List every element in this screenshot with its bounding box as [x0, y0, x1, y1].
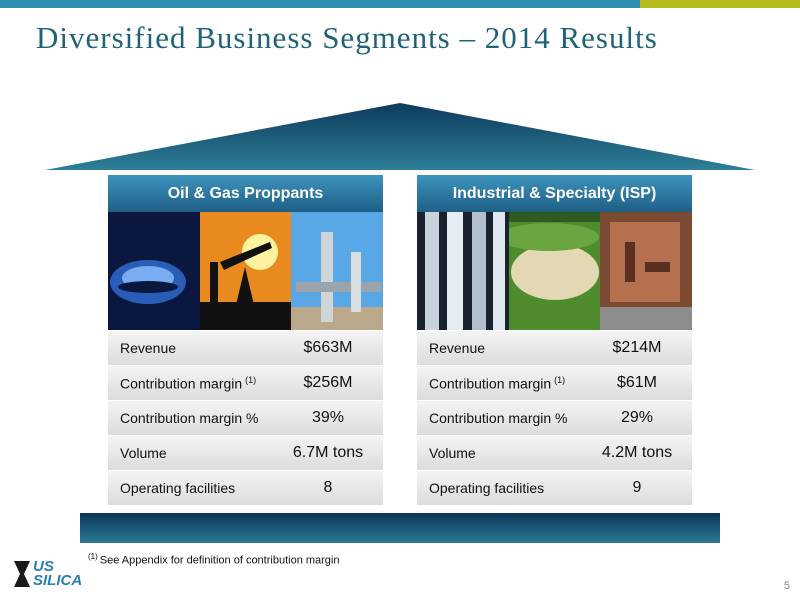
footnote: (1) See Appendix for definition of contri…	[88, 552, 340, 567]
metric-value: $256M	[303, 374, 353, 391]
metric-label: Contribution margin	[120, 375, 243, 392]
metric-label-cell: Contribution margin (1)	[120, 375, 256, 392]
metric-row: Revenue $214M	[417, 331, 692, 365]
metric-label-cell: Volume	[429, 445, 476, 461]
metric-label-cell: Operating facilities	[429, 480, 544, 496]
metric-row: Contribution margin (1) $61M	[417, 366, 692, 400]
metric-value: 29%	[620, 409, 654, 426]
segment-photo	[508, 212, 601, 330]
metric-row: Volume 6.7M tons	[108, 436, 383, 470]
segment-photo	[199, 212, 292, 330]
logo-icon	[14, 561, 30, 587]
metric-label-cell: Contribution margin %	[429, 410, 568, 426]
metric-label-cell: Volume	[120, 445, 167, 461]
slide-title: Diversified Business Segments – 2014 Res…	[36, 20, 658, 55]
metric-value: 39%	[311, 409, 345, 426]
metric-row: Revenue $663M	[108, 331, 383, 365]
segment-photo	[108, 212, 200, 330]
metric-label: Contribution margin %	[429, 410, 568, 426]
metric-value: $61M	[616, 374, 658, 391]
segment-images	[108, 212, 384, 330]
metric-note: (1)	[245, 375, 257, 385]
footnote-text: See Appendix for definition of contribut…	[99, 554, 340, 567]
segment-photo	[291, 212, 384, 330]
metric-value: 8	[323, 479, 333, 496]
metric-value: 4.2M tons	[601, 444, 673, 461]
metric-label: Revenue	[429, 340, 486, 356]
logo-line1: US	[33, 558, 54, 575]
segment-panel: Oil & Gas Proppants Revenue $663M Contribut…	[108, 175, 384, 505]
metric-row: Operating facilities 9	[417, 471, 692, 505]
top-bar	[0, 0, 800, 8]
metric-label: Operating facilities	[429, 480, 545, 496]
metric-row: Volume 4.2M tons	[417, 436, 692, 470]
metric-label-cell: Revenue	[120, 340, 176, 356]
segment-panel: Industrial & Specialty (ISP) Revenue $214M…	[417, 175, 693, 505]
metric-value: $214M	[612, 339, 662, 356]
metric-label: Operating facilities	[120, 480, 236, 496]
footnote-marker: (1)	[88, 552, 98, 561]
metric-label: Volume	[120, 445, 167, 461]
base-bar	[80, 513, 720, 543]
metric-value: $663M	[303, 339, 353, 356]
segment-header: Industrial & Specialty (ISP)	[417, 175, 692, 212]
logo: US SILICA	[14, 558, 83, 589]
metric-label: Contribution margin	[429, 375, 552, 392]
page-number: 5	[783, 580, 790, 592]
metric-label-cell: Revenue	[429, 340, 485, 356]
metric-label: Volume	[429, 445, 476, 461]
segment-photo	[417, 212, 509, 330]
metric-row: Operating facilities 8	[108, 471, 383, 505]
metric-row: Contribution margin % 39%	[108, 401, 383, 435]
metric-value: 6.7M tons	[292, 444, 364, 461]
segment-photo	[600, 212, 693, 330]
segment-header: Oil & Gas Proppants	[108, 175, 383, 212]
roof	[45, 103, 755, 170]
metric-label-cell: Operating facilities	[120, 480, 235, 496]
metric-label: Contribution margin %	[120, 410, 259, 426]
metric-note: (1)	[554, 375, 566, 385]
metric-value: 9	[632, 479, 642, 496]
metric-row: Contribution margin (1) $256M	[108, 366, 383, 400]
segment-images	[417, 212, 693, 330]
logo-line2: SILICA	[33, 572, 83, 589]
metric-row: Contribution margin % 29%	[417, 401, 692, 435]
metric-label-cell: Contribution margin (1)	[429, 375, 565, 392]
metric-label: Revenue	[120, 340, 177, 356]
metric-label-cell: Contribution margin %	[120, 410, 259, 426]
